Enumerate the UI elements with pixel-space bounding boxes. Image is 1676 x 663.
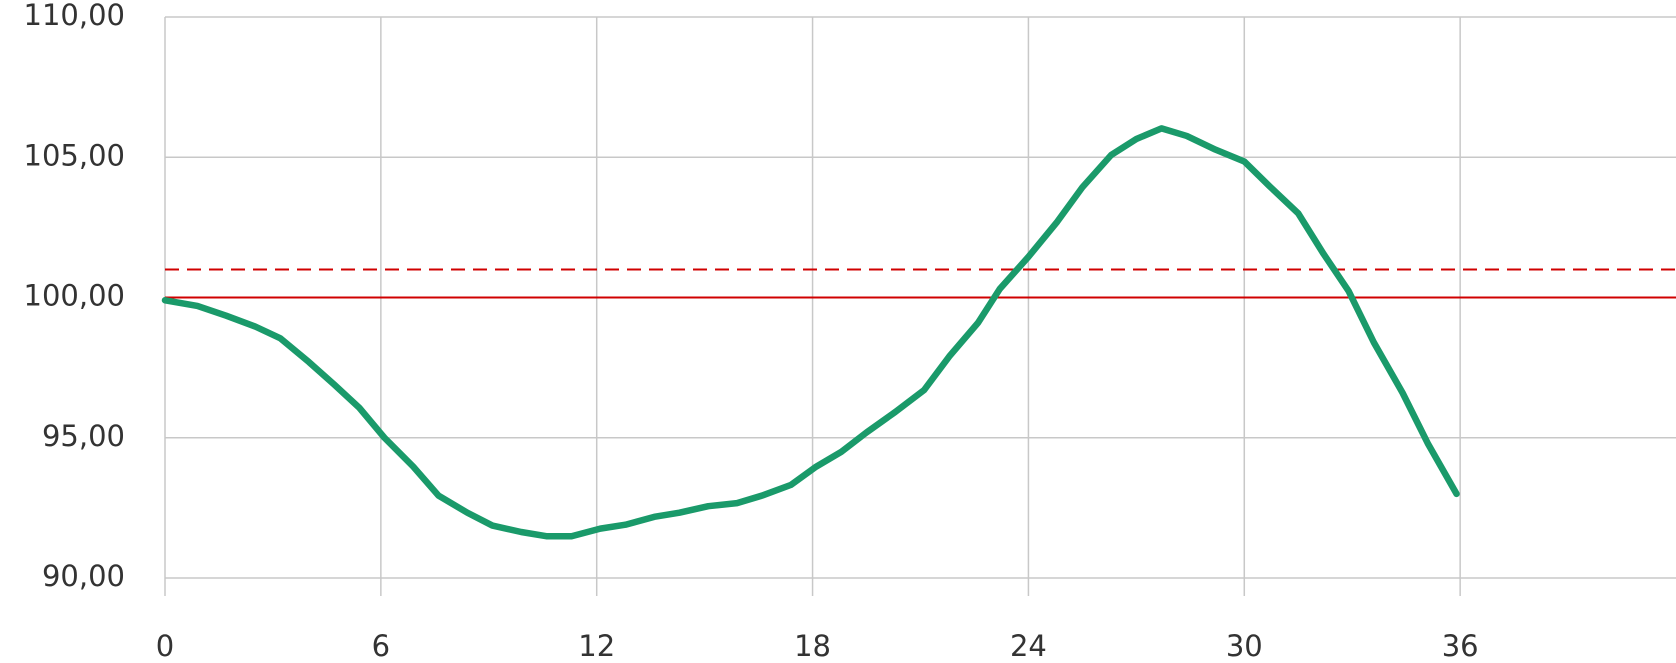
y-tick-label: 95,00 bbox=[42, 419, 125, 453]
x-tick-label: 6 bbox=[372, 629, 390, 659]
x-tick-label: 18 bbox=[794, 629, 831, 659]
y-tick-label: 100,00 bbox=[24, 279, 125, 313]
x-tick-label: 0 bbox=[156, 629, 174, 659]
x-tick-label: 12 bbox=[578, 629, 615, 659]
y-tick-label: 105,00 bbox=[24, 138, 125, 172]
data-line bbox=[161, 125, 1460, 540]
x-tick-label: 30 bbox=[1226, 629, 1263, 659]
y-tick-label: 90,00 bbox=[42, 559, 125, 593]
x-tick-label: 36 bbox=[1442, 629, 1479, 659]
y-tick-label: 110,00 bbox=[24, 0, 125, 32]
x-tick-label: 24 bbox=[1010, 629, 1047, 659]
